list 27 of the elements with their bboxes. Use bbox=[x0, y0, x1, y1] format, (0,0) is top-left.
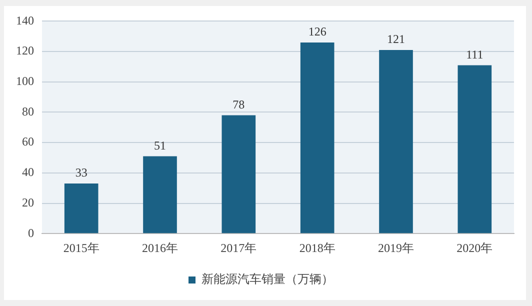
data-label: 51 bbox=[154, 138, 166, 152]
data-label: 111 bbox=[466, 47, 484, 62]
y-tick-label: 0 bbox=[28, 226, 34, 240]
bar bbox=[379, 50, 413, 234]
y-tick-label: 120 bbox=[16, 44, 34, 58]
bar bbox=[300, 42, 334, 234]
x-tick-label: 2020年 bbox=[456, 240, 493, 255]
x-tick-label: 2018年 bbox=[299, 240, 336, 255]
bar bbox=[64, 184, 98, 234]
y-tick-label: 20 bbox=[22, 195, 34, 210]
data-label: 33 bbox=[75, 166, 88, 180]
y-tick-label: 100 bbox=[16, 74, 34, 88]
data-label: 121 bbox=[387, 32, 405, 46]
bar bbox=[458, 65, 492, 234]
y-tick-label: 40 bbox=[22, 165, 34, 180]
y-tick-label: 80 bbox=[22, 104, 34, 118]
data-label: 78 bbox=[232, 97, 245, 112]
legend-label: 新能源汽车销量（万辆） bbox=[202, 272, 334, 286]
x-tick-label: 2019年 bbox=[378, 240, 414, 255]
y-tick-label: 140 bbox=[16, 13, 34, 28]
x-tick-label: 2016年 bbox=[142, 240, 178, 255]
data-label: 126 bbox=[308, 24, 326, 39]
bar bbox=[222, 115, 256, 234]
x-tick-label: 2017年 bbox=[220, 240, 257, 255]
y-tick-label: 60 bbox=[22, 134, 34, 149]
bar bbox=[143, 156, 177, 234]
x-tick-label: 2015年 bbox=[63, 240, 100, 255]
